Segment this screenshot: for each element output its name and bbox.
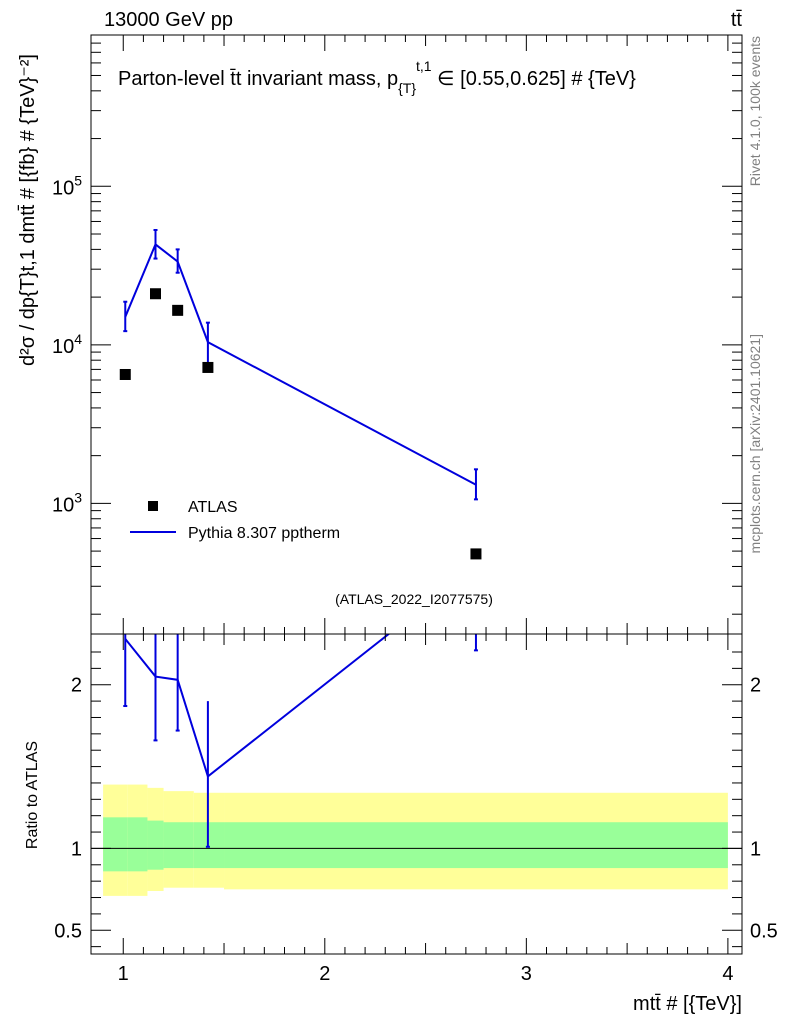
ratio-ytick-label-right: 1: [750, 838, 761, 860]
main-ytick-label: 104: [52, 331, 82, 358]
main-title-sub: {T}: [398, 80, 416, 96]
xaxis-label: mtt̄ # [{TeV}]: [633, 993, 742, 1015]
main-ytick-base: 10: [52, 177, 74, 199]
ratio-inner-band: [224, 822, 728, 869]
atlas-point: [119, 368, 131, 380]
rivet-label: Rivet 4.1.0, 100k events: [747, 36, 763, 186]
main-title: Parton-level t̄t invariant mass, p{T}t,1…: [118, 58, 636, 96]
main-ytick-base: 10: [52, 494, 74, 516]
ratio-ytick-label: 1: [71, 838, 82, 860]
ratio-xtick-label: 4: [722, 963, 733, 985]
ratio-ylabel: Ratio to ATLAS: [24, 741, 41, 849]
ratio-data-layer: [123, 634, 478, 848]
ratio-ytick-label-right: 2: [750, 675, 761, 697]
ratio-inner-band: [163, 822, 194, 869]
ratio-xtick-label: 2: [319, 963, 330, 985]
atlas-point: [149, 288, 161, 300]
main-title-rest: ∈ [0.55,0.625] # {TeV}: [432, 68, 637, 90]
ratio-ytick-label-right: 0.5: [750, 920, 778, 942]
main-title-text: Parton-level t̄t invariant mass, p: [118, 68, 398, 90]
legend-atlas-label: ATLAS: [188, 499, 238, 516]
header-process: tt̄: [731, 9, 743, 31]
ratio-inner-band: [127, 817, 148, 872]
main-ytick-label: 103: [52, 489, 82, 516]
ratio-xtick-label: 3: [521, 963, 532, 985]
ratio-inner-band: [147, 820, 164, 870]
main-ytick-base: 10: [52, 336, 74, 358]
main-title-sup: t,1: [416, 58, 432, 74]
ratio-inner-band: [103, 817, 128, 872]
legend-pythia-label: Pythia 8.307 pptherm: [188, 525, 340, 542]
main-ytick-exp: 3: [74, 489, 82, 505]
analysis-watermark: (ATLAS_2022_I2077575): [335, 591, 493, 607]
ratio-ytick-label: 2: [71, 675, 82, 697]
main-ytick-exp: 5: [74, 172, 82, 188]
ratio-ytick-label: 0.5: [54, 920, 82, 942]
pythia-curve: [124, 242, 477, 486]
header-energy: 13000 GeV pp: [104, 9, 233, 31]
main-frame: [90, 34, 743, 635]
legend-atlas-marker: [148, 501, 158, 511]
main-ytick-exp: 4: [74, 331, 82, 347]
ratio-xtick-label: 1: [118, 963, 129, 985]
ratio-axis-ticks: 1 2 3 4 0.5 0.5 1 1 2 2: [54, 634, 778, 985]
atlas-point: [172, 304, 184, 316]
ratio-frame: [90, 633, 743, 955]
main-ytick-label: 105: [52, 172, 82, 199]
atlas-point: [470, 548, 482, 560]
ratio-inner-band: [193, 822, 225, 869]
mcplots-label: mcplots.cern.ch [arXiv:2401.10621]: [747, 334, 763, 553]
atlas-point: [202, 361, 214, 373]
main-data-layer: [119, 229, 482, 560]
ratio-plot-area: [91, 784, 742, 896]
main-ylabel: d²σ / dp{T}t,1 dmtt̄ # [{fb} # {TeV}⁻²]: [17, 54, 39, 366]
